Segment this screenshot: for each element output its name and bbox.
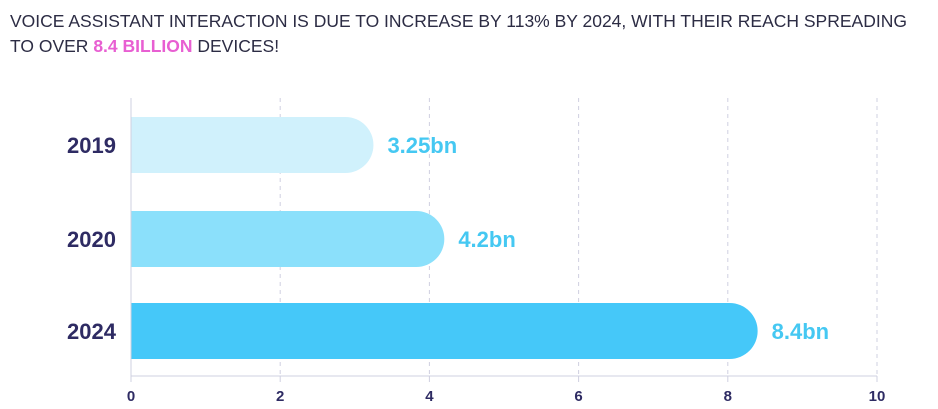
x-tick-label-4: 4 bbox=[425, 388, 434, 405]
headline-prefix: VOICE ASSISTANT INTERACTION IS DUE TO IN… bbox=[10, 11, 907, 56]
chart-headline: VOICE ASSISTANT INTERACTION IS DUE TO IN… bbox=[10, 9, 930, 59]
x-tick-label-0: 0 bbox=[127, 388, 135, 405]
bars bbox=[131, 117, 758, 359]
bar-2024 bbox=[131, 303, 758, 359]
bar-2019 bbox=[131, 117, 374, 173]
x-axis: 0 2 4 6 8 10 bbox=[127, 98, 886, 405]
category-label-2024: 2024 bbox=[67, 319, 117, 344]
value-label-2020: 4.2bn bbox=[458, 227, 515, 252]
x-tick-label-10: 10 bbox=[869, 388, 886, 405]
category-labels: 2019 2020 2024 bbox=[67, 133, 117, 344]
bar-2020 bbox=[131, 211, 445, 267]
x-tick-label-6: 6 bbox=[574, 388, 582, 405]
category-label-2020: 2020 bbox=[67, 227, 116, 252]
category-label-2019: 2019 bbox=[67, 133, 116, 158]
value-label-2024: 8.4bn bbox=[772, 319, 829, 344]
headline-highlight: 8.4 BILLION bbox=[93, 36, 193, 56]
value-label-2019: 3.25bn bbox=[387, 133, 457, 158]
x-tick-label-2: 2 bbox=[276, 388, 284, 405]
value-labels: 3.25bn 4.2bn 8.4bn bbox=[387, 133, 829, 344]
headline-suffix: DEVICES! bbox=[192, 36, 280, 56]
x-tick-label-8: 8 bbox=[724, 388, 732, 405]
